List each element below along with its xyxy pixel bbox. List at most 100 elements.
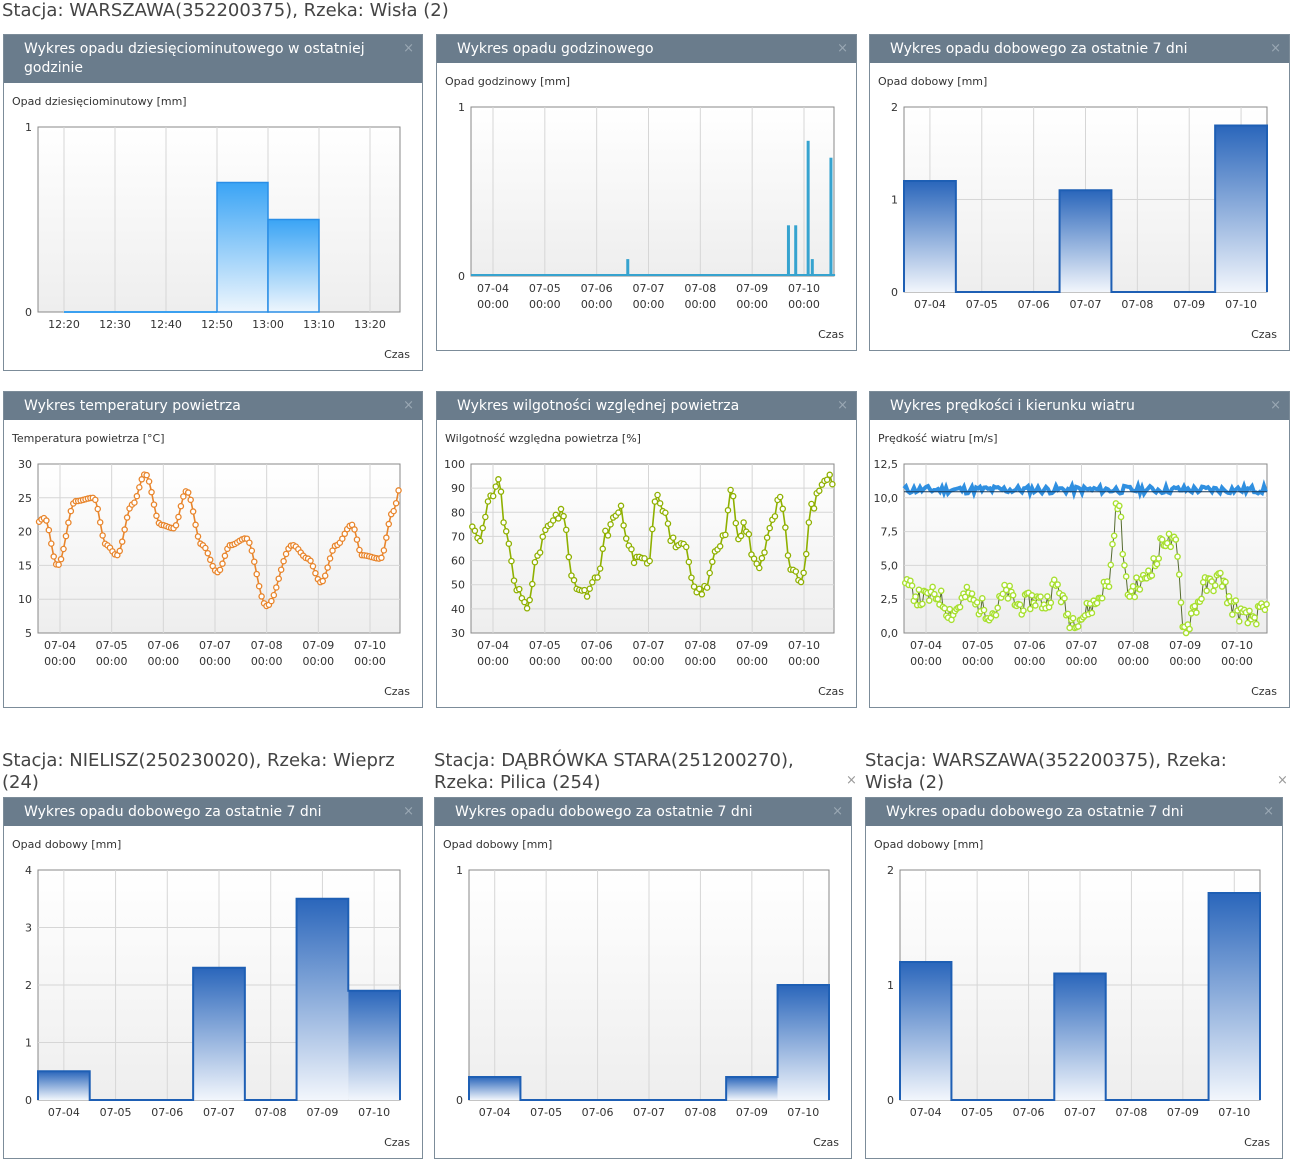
chart-title: Wykres opadu godzinowego × bbox=[437, 35, 856, 63]
data-point bbox=[116, 547, 124, 555]
close-icon[interactable]: × bbox=[1270, 41, 1281, 56]
data-point bbox=[745, 530, 753, 538]
chart-panel: Wykres temperatury powietrza × Temperatura… bbox=[3, 391, 423, 708]
plot-area bbox=[470, 106, 835, 277]
data-point bbox=[536, 549, 544, 556]
data-point bbox=[390, 507, 397, 515]
close-icon[interactable]: × bbox=[1277, 773, 1288, 788]
data-point bbox=[758, 554, 766, 562]
x-tick-label: 00:00 bbox=[736, 298, 768, 311]
x-axis-label: Czas bbox=[1251, 685, 1277, 698]
data-point bbox=[123, 514, 131, 521]
close-icon[interactable]: × bbox=[846, 773, 857, 788]
data-point bbox=[810, 505, 818, 512]
data-point bbox=[539, 533, 546, 540]
y-tick-label: 0 bbox=[891, 286, 898, 299]
data-point bbox=[763, 534, 771, 541]
plot-area bbox=[37, 463, 401, 634]
bar bbox=[1054, 973, 1106, 1100]
data-point bbox=[570, 576, 578, 584]
x-tick-label: 07-08 bbox=[255, 1106, 287, 1119]
data-point bbox=[526, 596, 533, 604]
bar bbox=[193, 967, 245, 1100]
data-point bbox=[776, 493, 784, 501]
close-icon[interactable]: × bbox=[1270, 398, 1281, 413]
data-point bbox=[1208, 578, 1216, 585]
data-point bbox=[706, 569, 713, 577]
data-point bbox=[607, 521, 614, 528]
data-point bbox=[268, 597, 275, 605]
data-point bbox=[62, 532, 70, 540]
close-icon[interactable]: × bbox=[837, 41, 848, 56]
data-point bbox=[622, 535, 630, 542]
chart-svg: Wilgotność względna powietrza [%] 07-04 00… bbox=[444, 432, 844, 698]
data-point bbox=[270, 591, 278, 599]
data-point bbox=[273, 584, 280, 591]
data-point bbox=[1107, 561, 1115, 569]
data-point bbox=[187, 496, 194, 504]
data-point bbox=[934, 595, 942, 603]
data-point bbox=[826, 471, 833, 479]
data-point bbox=[1211, 582, 1219, 589]
bar bbox=[216, 181, 269, 313]
data-point bbox=[1150, 555, 1157, 562]
x-tick-label: 07-09 bbox=[736, 639, 768, 652]
data-point bbox=[55, 561, 62, 568]
data-point bbox=[604, 532, 612, 539]
data-point bbox=[1054, 581, 1061, 588]
close-icon[interactable]: × bbox=[403, 41, 414, 56]
data-point bbox=[1182, 629, 1190, 637]
data-point bbox=[351, 526, 358, 533]
x-tick-label: 07-04 bbox=[910, 1106, 942, 1119]
x-tick-label: 07-06 bbox=[147, 639, 179, 652]
data-point bbox=[202, 544, 209, 552]
x-tick-label: 00:00 bbox=[44, 655, 76, 668]
data-point bbox=[1172, 536, 1180, 543]
data-point bbox=[219, 560, 226, 567]
chart-panel: Wykres opadu dobowego za ostatnie 7 dni ×… bbox=[869, 34, 1290, 351]
data-point bbox=[96, 519, 104, 526]
x-tick-label: 07-10 bbox=[358, 1106, 390, 1119]
data-point bbox=[204, 549, 212, 557]
x-tick-label: 07-08 bbox=[684, 282, 716, 295]
y-tick-label: 1 bbox=[25, 1037, 32, 1050]
data-point bbox=[716, 543, 724, 550]
bar bbox=[348, 990, 400, 1100]
data-point bbox=[641, 555, 648, 562]
data-point bbox=[615, 509, 622, 516]
data-point bbox=[980, 606, 988, 614]
chart-title-text: Wykres opadu dziesięciominutowego w osta… bbox=[24, 41, 365, 76]
x-tick-label: 12:20 bbox=[48, 318, 80, 331]
data-point bbox=[724, 506, 732, 514]
data-point bbox=[740, 519, 747, 526]
data-point bbox=[206, 556, 214, 564]
close-icon[interactable]: × bbox=[837, 398, 848, 413]
close-icon[interactable]: × bbox=[403, 398, 414, 413]
data-point bbox=[1246, 607, 1253, 615]
close-icon[interactable]: × bbox=[1263, 804, 1274, 819]
data-point bbox=[133, 492, 141, 500]
x-axis-label: Czas bbox=[384, 1136, 410, 1149]
y-tick-label: 1 bbox=[458, 101, 465, 114]
y-tick-label: 3 bbox=[25, 922, 32, 935]
data-point bbox=[829, 480, 836, 488]
close-icon[interactable]: × bbox=[832, 804, 843, 819]
chart-title: Wykres opadu dziesięciominutowego w osta… bbox=[4, 35, 422, 83]
close-icon[interactable]: × bbox=[403, 804, 414, 819]
data-point bbox=[99, 532, 106, 539]
y-tick-label: 0 bbox=[25, 1094, 32, 1107]
x-tick-label: 12:40 bbox=[150, 318, 182, 331]
data-point bbox=[792, 568, 800, 575]
chart-panel: Wykres opadu godzinowego × Opad godzinowy … bbox=[436, 34, 857, 351]
data-point bbox=[968, 590, 976, 597]
data-point bbox=[255, 582, 263, 590]
data-point bbox=[1131, 593, 1139, 601]
data-point bbox=[630, 559, 638, 567]
data-point bbox=[688, 574, 695, 581]
data-point bbox=[385, 520, 393, 528]
data-point bbox=[484, 498, 492, 505]
x-tick-label: 00:00 bbox=[581, 298, 613, 311]
x-tick-label: 12:30 bbox=[99, 318, 131, 331]
chart-title-text: Wykres prędkości i kierunku wiatru bbox=[890, 397, 1135, 414]
data-point bbox=[1126, 593, 1133, 600]
